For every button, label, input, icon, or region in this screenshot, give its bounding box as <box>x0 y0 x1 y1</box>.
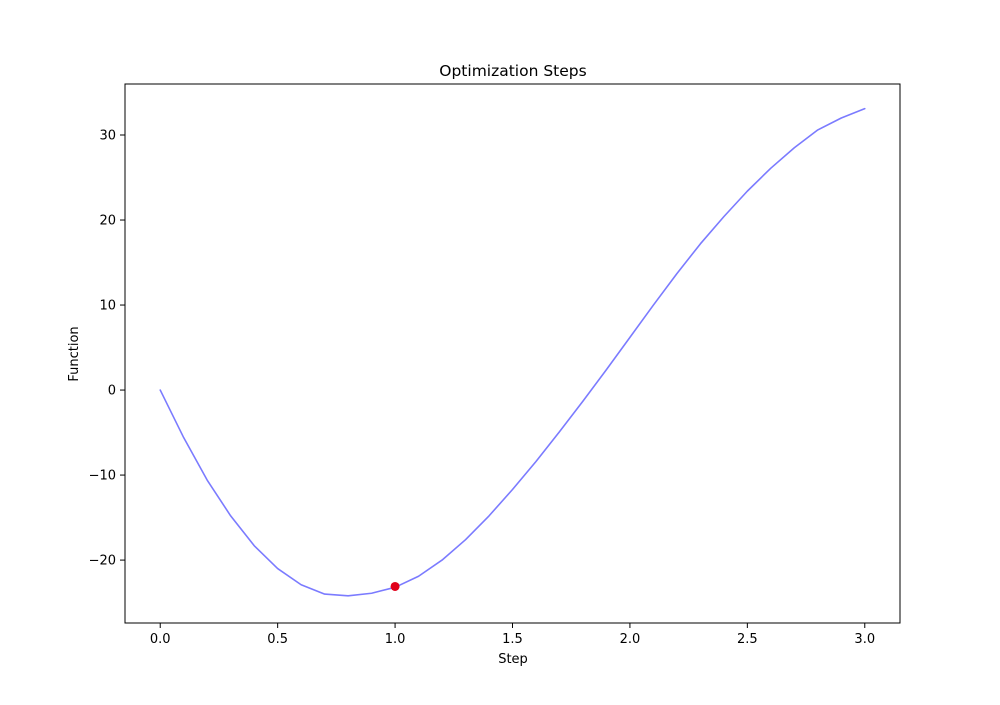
plot-area <box>159 107 866 597</box>
x-tick-label: 2.0 <box>620 632 641 647</box>
y-axis-label: Function <box>67 326 82 381</box>
x-tick-label: 0.0 <box>150 632 171 647</box>
x-tick-label: 0.5 <box>267 632 288 647</box>
x-tick-label: 1.0 <box>385 632 406 647</box>
y-tick-label: −20 <box>89 554 116 569</box>
y-axis: −20 −10 0 10 20 30 <box>89 129 125 569</box>
y-tick-label: 20 <box>99 214 116 229</box>
y-tick-label: 30 <box>99 129 116 144</box>
series-line-0 <box>159 107 866 597</box>
x-tick-label: 3.0 <box>854 632 875 647</box>
y-tick-label: −10 <box>89 469 116 484</box>
x-tick-label: 2.5 <box>737 632 758 647</box>
x-axis-label: Step <box>498 652 528 667</box>
highlight-point-0 <box>390 581 400 591</box>
x-axis: 0.0 0.5 1.0 1.5 2.0 2.5 3.0 <box>150 623 875 647</box>
y-tick-label: 0 <box>108 384 116 399</box>
y-tick-label: 10 <box>99 299 116 314</box>
chart-title: Optimization Steps <box>439 62 586 80</box>
x-tick-label: 1.5 <box>502 632 523 647</box>
